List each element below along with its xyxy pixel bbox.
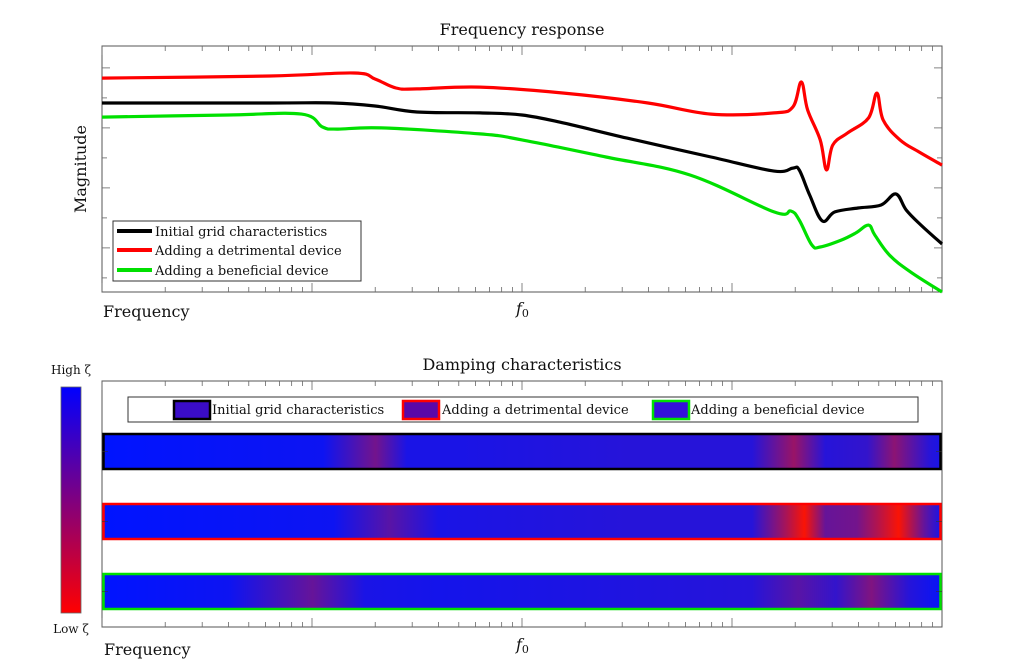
legend-swatch-detrimental [401, 399, 441, 421]
top-f0-f: f [515, 299, 525, 318]
legend-label-beneficial: Adding a beneficial device [154, 264, 329, 279]
bottom-f0-sub: 0 [522, 643, 529, 656]
series-line-beneficial [101, 111, 943, 294]
damping-band-initial [102, 432, 942, 471]
legend-swatch-label-detrimental: Adding a detrimental device [441, 403, 629, 418]
colorbar-low-label: Low ζ [53, 622, 89, 636]
top-legend-box [112, 220, 362, 282]
damping-band-beneficial [102, 572, 942, 611]
top-ylabel: Magnitude [71, 125, 90, 213]
colorbar: High ζ Low ζ [51, 363, 92, 636]
damping-chart: Damping characteristics Initial grid cha… [51, 355, 943, 659]
colorbar-gradient [60, 386, 82, 614]
frequency-response-chart: Frequency response Magnitude Frequency f… [71, 20, 944, 321]
bottom-legend: Initial grid characteristics Adding a de… [127, 396, 919, 423]
colorbar-high-label: High ζ [51, 363, 92, 377]
bottom-f0-f: f [515, 635, 525, 654]
legend-swatch-initial [172, 399, 212, 421]
series-line-detrimental [101, 71, 943, 172]
bottom-f0-tick-label: f0 [515, 635, 529, 656]
top-xlabel: Frequency [103, 302, 190, 321]
bottom-xlabel: Frequency [104, 640, 191, 659]
legend-swatch-label-beneficial: Adding a beneficial device [690, 403, 865, 418]
top-axis-ticks [101, 46, 942, 292]
bottom-legend-box [127, 396, 919, 423]
bottom-axis-ticks [101, 381, 933, 627]
legend-swatch-label-initial: Initial grid characteristics [212, 403, 384, 418]
top-f0-tick-label: f0 [515, 299, 529, 320]
legend-swatch-beneficial [651, 399, 691, 421]
legend-label-detrimental: Adding a detrimental device [154, 244, 342, 259]
legend-label-initial: Initial grid characteristics [155, 225, 327, 240]
top-legend: Initial grid characteristics Adding a de… [112, 220, 362, 282]
top-chart-title: Frequency response [440, 20, 605, 39]
series-line-initial [102, 101, 944, 246]
damping-bands [102, 432, 942, 611]
bottom-chart-title: Damping characteristics [422, 355, 621, 374]
top-series-lines [101, 71, 944, 294]
damping-band-detrimental [102, 502, 942, 541]
top-f0-sub: 0 [522, 307, 529, 320]
